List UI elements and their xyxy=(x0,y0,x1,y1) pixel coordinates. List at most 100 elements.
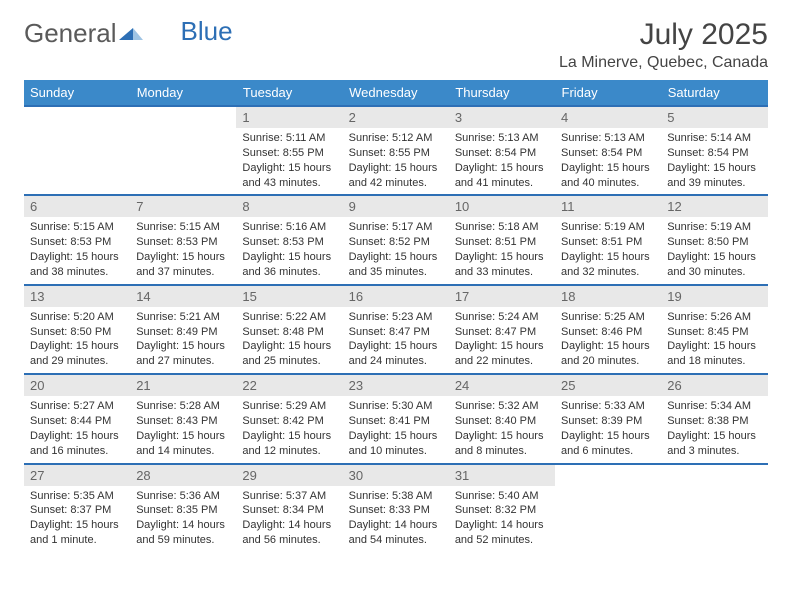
logo: General Blue xyxy=(24,18,233,49)
day-header: Monday xyxy=(130,80,236,106)
day-info: Sunrise: 5:32 AMSunset: 8:40 PMDaylight:… xyxy=(449,396,555,462)
day-cell: 9Sunrise: 5:17 AMSunset: 8:52 PMDaylight… xyxy=(343,195,449,284)
day-cell: 24Sunrise: 5:32 AMSunset: 8:40 PMDayligh… xyxy=(449,374,555,463)
day-header: Tuesday xyxy=(236,80,342,106)
day-info: Sunrise: 5:11 AMSunset: 8:55 PMDaylight:… xyxy=(236,128,342,194)
day-number: 2 xyxy=(343,107,449,128)
day-info: Sunrise: 5:20 AMSunset: 8:50 PMDaylight:… xyxy=(24,307,130,373)
logo-text-general: General xyxy=(24,18,117,49)
day-number: 17 xyxy=(449,286,555,307)
day-info: Sunrise: 5:13 AMSunset: 8:54 PMDaylight:… xyxy=(555,128,661,194)
day-cell: 23Sunrise: 5:30 AMSunset: 8:41 PMDayligh… xyxy=(343,374,449,463)
day-number: 16 xyxy=(343,286,449,307)
day-cell: 1Sunrise: 5:11 AMSunset: 8:55 PMDaylight… xyxy=(236,106,342,195)
day-info: Sunrise: 5:17 AMSunset: 8:52 PMDaylight:… xyxy=(343,217,449,283)
header: General Blue July 2025 La Minerve, Quebe… xyxy=(24,18,768,72)
day-cell: 30Sunrise: 5:38 AMSunset: 8:33 PMDayligh… xyxy=(343,464,449,552)
day-info: Sunrise: 5:24 AMSunset: 8:47 PMDaylight:… xyxy=(449,307,555,373)
day-number: 21 xyxy=(130,375,236,396)
day-cell: 21Sunrise: 5:28 AMSunset: 8:43 PMDayligh… xyxy=(130,374,236,463)
day-cell: 15Sunrise: 5:22 AMSunset: 8:48 PMDayligh… xyxy=(236,285,342,374)
day-info: Sunrise: 5:18 AMSunset: 8:51 PMDaylight:… xyxy=(449,217,555,283)
day-info: Sunrise: 5:37 AMSunset: 8:34 PMDaylight:… xyxy=(236,486,342,552)
day-cell: 7Sunrise: 5:15 AMSunset: 8:53 PMDaylight… xyxy=(130,195,236,284)
day-info: Sunrise: 5:25 AMSunset: 8:46 PMDaylight:… xyxy=(555,307,661,373)
day-header: Wednesday xyxy=(343,80,449,106)
day-cell: 20Sunrise: 5:27 AMSunset: 8:44 PMDayligh… xyxy=(24,374,130,463)
day-cell: 11Sunrise: 5:19 AMSunset: 8:51 PMDayligh… xyxy=(555,195,661,284)
day-info: Sunrise: 5:13 AMSunset: 8:54 PMDaylight:… xyxy=(449,128,555,194)
day-number: 11 xyxy=(555,196,661,217)
day-cell xyxy=(661,464,767,552)
day-number: 6 xyxy=(24,196,130,217)
week-row: 6Sunrise: 5:15 AMSunset: 8:53 PMDaylight… xyxy=(24,195,768,284)
day-cell: 10Sunrise: 5:18 AMSunset: 8:51 PMDayligh… xyxy=(449,195,555,284)
day-number: 3 xyxy=(449,107,555,128)
day-number: 7 xyxy=(130,196,236,217)
day-cell: 27Sunrise: 5:35 AMSunset: 8:37 PMDayligh… xyxy=(24,464,130,552)
day-info: Sunrise: 5:22 AMSunset: 8:48 PMDaylight:… xyxy=(236,307,342,373)
day-info: Sunrise: 5:15 AMSunset: 8:53 PMDaylight:… xyxy=(24,217,130,283)
week-row: 1Sunrise: 5:11 AMSunset: 8:55 PMDaylight… xyxy=(24,106,768,195)
day-info: Sunrise: 5:28 AMSunset: 8:43 PMDaylight:… xyxy=(130,396,236,462)
week-row: 20Sunrise: 5:27 AMSunset: 8:44 PMDayligh… xyxy=(24,374,768,463)
title-block: July 2025 La Minerve, Quebec, Canada xyxy=(559,18,768,72)
day-header: Sunday xyxy=(24,80,130,106)
day-header: Friday xyxy=(555,80,661,106)
day-number: 12 xyxy=(661,196,767,217)
day-number: 1 xyxy=(236,107,342,128)
day-info: Sunrise: 5:19 AMSunset: 8:51 PMDaylight:… xyxy=(555,217,661,283)
day-number: 13 xyxy=(24,286,130,307)
day-number: 9 xyxy=(343,196,449,217)
day-info: Sunrise: 5:23 AMSunset: 8:47 PMDaylight:… xyxy=(343,307,449,373)
location: La Minerve, Quebec, Canada xyxy=(559,54,768,72)
day-cell: 17Sunrise: 5:24 AMSunset: 8:47 PMDayligh… xyxy=(449,285,555,374)
calendar-table: Sunday Monday Tuesday Wednesday Thursday… xyxy=(24,80,768,552)
day-cell: 8Sunrise: 5:16 AMSunset: 8:53 PMDaylight… xyxy=(236,195,342,284)
day-number: 20 xyxy=(24,375,130,396)
week-row: 27Sunrise: 5:35 AMSunset: 8:37 PMDayligh… xyxy=(24,464,768,552)
day-number: 24 xyxy=(449,375,555,396)
day-number: 27 xyxy=(24,465,130,486)
day-cell: 25Sunrise: 5:33 AMSunset: 8:39 PMDayligh… xyxy=(555,374,661,463)
day-cell: 14Sunrise: 5:21 AMSunset: 8:49 PMDayligh… xyxy=(130,285,236,374)
day-info: Sunrise: 5:27 AMSunset: 8:44 PMDaylight:… xyxy=(24,396,130,462)
day-cell: 6Sunrise: 5:15 AMSunset: 8:53 PMDaylight… xyxy=(24,195,130,284)
day-info: Sunrise: 5:16 AMSunset: 8:53 PMDaylight:… xyxy=(236,217,342,283)
day-info: Sunrise: 5:21 AMSunset: 8:49 PMDaylight:… xyxy=(130,307,236,373)
day-cell: 28Sunrise: 5:36 AMSunset: 8:35 PMDayligh… xyxy=(130,464,236,552)
day-cell: 5Sunrise: 5:14 AMSunset: 8:54 PMDaylight… xyxy=(661,106,767,195)
day-cell: 22Sunrise: 5:29 AMSunset: 8:42 PMDayligh… xyxy=(236,374,342,463)
day-cell: 13Sunrise: 5:20 AMSunset: 8:50 PMDayligh… xyxy=(24,285,130,374)
day-cell: 19Sunrise: 5:26 AMSunset: 8:45 PMDayligh… xyxy=(661,285,767,374)
day-cell xyxy=(24,106,130,195)
day-number: 14 xyxy=(130,286,236,307)
day-number: 19 xyxy=(661,286,767,307)
day-info: Sunrise: 5:36 AMSunset: 8:35 PMDaylight:… xyxy=(130,486,236,552)
day-number: 4 xyxy=(555,107,661,128)
day-info: Sunrise: 5:12 AMSunset: 8:55 PMDaylight:… xyxy=(343,128,449,194)
day-number: 31 xyxy=(449,465,555,486)
day-info: Sunrise: 5:15 AMSunset: 8:53 PMDaylight:… xyxy=(130,217,236,283)
month-title: July 2025 xyxy=(559,18,768,52)
day-cell: 26Sunrise: 5:34 AMSunset: 8:38 PMDayligh… xyxy=(661,374,767,463)
day-header-row: Sunday Monday Tuesday Wednesday Thursday… xyxy=(24,80,768,106)
day-info: Sunrise: 5:38 AMSunset: 8:33 PMDaylight:… xyxy=(343,486,449,552)
day-number: 18 xyxy=(555,286,661,307)
day-cell: 29Sunrise: 5:37 AMSunset: 8:34 PMDayligh… xyxy=(236,464,342,552)
day-number: 23 xyxy=(343,375,449,396)
day-info: Sunrise: 5:29 AMSunset: 8:42 PMDaylight:… xyxy=(236,396,342,462)
day-cell xyxy=(130,106,236,195)
day-cell: 3Sunrise: 5:13 AMSunset: 8:54 PMDaylight… xyxy=(449,106,555,195)
day-info: Sunrise: 5:30 AMSunset: 8:41 PMDaylight:… xyxy=(343,396,449,462)
day-cell: 31Sunrise: 5:40 AMSunset: 8:32 PMDayligh… xyxy=(449,464,555,552)
day-info: Sunrise: 5:26 AMSunset: 8:45 PMDaylight:… xyxy=(661,307,767,373)
day-number: 5 xyxy=(661,107,767,128)
day-number: 10 xyxy=(449,196,555,217)
day-cell: 2Sunrise: 5:12 AMSunset: 8:55 PMDaylight… xyxy=(343,106,449,195)
logo-text-blue: Blue xyxy=(181,16,233,47)
day-cell xyxy=(555,464,661,552)
day-number: 25 xyxy=(555,375,661,396)
day-info: Sunrise: 5:33 AMSunset: 8:39 PMDaylight:… xyxy=(555,396,661,462)
day-header: Thursday xyxy=(449,80,555,106)
